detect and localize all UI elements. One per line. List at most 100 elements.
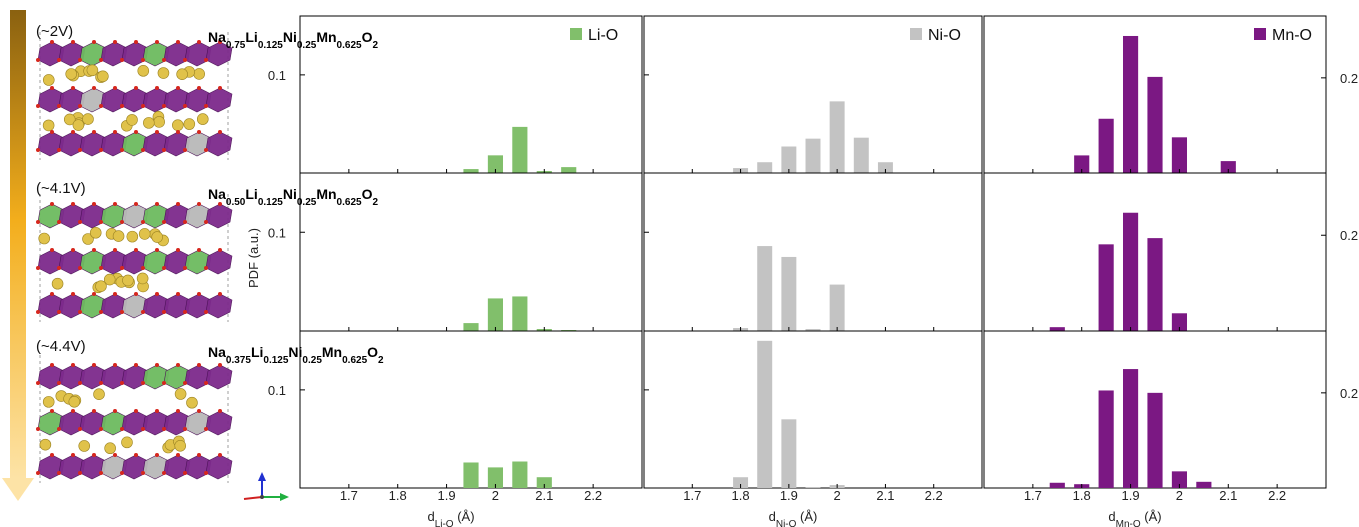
x-tick-label: 2.1 [876, 488, 894, 503]
histogram-bar [1122, 35, 1139, 174]
x-tick-label: 2.2 [584, 488, 602, 503]
histogram-bar [1171, 137, 1188, 173]
histogram-bar [781, 419, 797, 488]
x-axis-label: dMn-O (Å) [1108, 509, 1161, 527]
oxygen-atom [57, 427, 61, 431]
histogram-bar [757, 340, 773, 488]
oxygen-atom [162, 220, 166, 224]
oxygen-atom [141, 148, 145, 152]
sodium-atom [172, 119, 184, 131]
histogram-bar [805, 138, 821, 173]
histogram-bar [829, 101, 845, 173]
oxygen-atom [204, 104, 208, 108]
chemical-formula: Na0.50Li0.125Ni0.25Mn0.625O2 [208, 186, 378, 208]
histogram-bar [536, 477, 552, 488]
legend-swatch [570, 28, 582, 40]
oxygen-atom [113, 130, 117, 134]
oxygen-atom [78, 310, 82, 314]
oxygen-atom [176, 292, 180, 296]
oxygen-atom [120, 471, 124, 475]
panel-mn-o: 0.2 Mn-O [983, 15, 1358, 174]
x-tick-label: 2.2 [1268, 488, 1286, 503]
sodium-atom [104, 442, 116, 455]
oxygen-atom [183, 104, 187, 108]
oxygen-atom [176, 202, 180, 206]
oxygen-atom [71, 292, 75, 296]
sodium-atom [122, 274, 134, 287]
oxygen-atom [36, 220, 40, 224]
oxygen-atom [50, 86, 54, 90]
histogram-bar [853, 137, 869, 173]
crystal-structures [36, 32, 233, 483]
oxygen-atom [218, 453, 222, 457]
sodium-atom [63, 113, 76, 126]
oxygen-atom [218, 409, 222, 413]
sodium-atom [137, 65, 150, 77]
oxygen-atom [92, 130, 96, 134]
x-tick-label: 1.8 [389, 488, 407, 503]
histogram-bar [1098, 244, 1114, 331]
oxygen-atom [218, 40, 222, 44]
sodium-atom [143, 117, 155, 129]
sodium-atom [176, 68, 188, 81]
oxygen-atom [57, 104, 61, 108]
oxygen-atom [78, 266, 82, 270]
sodium-atom [121, 436, 133, 449]
histogram-bar [1098, 390, 1114, 488]
y-tick-label: 0.1 [268, 68, 286, 83]
sodium-atom [174, 440, 187, 452]
panel-ni-o: Ni-O [643, 15, 983, 174]
chemical-formula: Na0.375Li0.125Ni0.25Mn0.625O2 [208, 344, 384, 366]
sodium-atom [51, 277, 64, 290]
sodium-atom [153, 116, 165, 128]
oxygen-atom [57, 148, 61, 152]
legend-swatch [910, 28, 922, 40]
sodium-atom [183, 118, 196, 130]
oxygen-atom [78, 471, 82, 475]
oxygen-atom [141, 104, 145, 108]
oxygen-atom [92, 453, 96, 457]
oxygen-atom [57, 471, 61, 475]
oxygen-atom [71, 453, 75, 457]
oxygen-atom [183, 471, 187, 475]
panel-frame [643, 330, 983, 489]
oxygen-atom [204, 427, 208, 431]
oxygen-atom [162, 310, 166, 314]
legend-label: Ni-O [928, 27, 961, 44]
sodium-atom [42, 396, 55, 408]
oxygen-atom [99, 220, 103, 224]
oxygen-atom [183, 427, 187, 431]
row-labels: (~2V) Na0.75Li0.125Ni0.25Mn0.625O2 (~4.1V)… [36, 23, 384, 366]
x-tick-label: 2 [1176, 488, 1183, 503]
sodium-atom [97, 70, 109, 83]
sodium-atom [151, 231, 163, 243]
x-tick-label: 1.7 [683, 488, 701, 503]
oxygen-atom [204, 381, 208, 385]
oxygen-atom [92, 363, 96, 367]
histogram-bar [1220, 161, 1236, 173]
oxygen-atom [197, 130, 201, 134]
oxygen-atom [99, 310, 103, 314]
oxygen-atom [218, 86, 222, 90]
histogram-bar [561, 167, 577, 173]
sodium-atom [93, 388, 105, 401]
oxygen-atom [78, 381, 82, 385]
oxygen-atom [57, 220, 61, 224]
sodium-atom [38, 232, 51, 245]
oxygen-atom [204, 266, 208, 270]
oxygen-atom [71, 86, 75, 90]
oxygen-atom [36, 148, 40, 152]
oxygen-atom [134, 202, 138, 206]
oxygen-atom [57, 58, 61, 62]
oxygen-atom [183, 148, 187, 152]
oxygen-atom [197, 409, 201, 413]
oxygen-atom [204, 148, 208, 152]
histogram-bar [512, 296, 528, 331]
oxygen-atom [99, 427, 103, 431]
sodium-atom [136, 272, 149, 285]
oxygen-atom [92, 409, 96, 413]
oxygen-atom [120, 220, 124, 224]
y-tick-label: 0.2 [1340, 228, 1358, 243]
oxygen-atom [57, 310, 61, 314]
oxygen-atom [120, 104, 124, 108]
